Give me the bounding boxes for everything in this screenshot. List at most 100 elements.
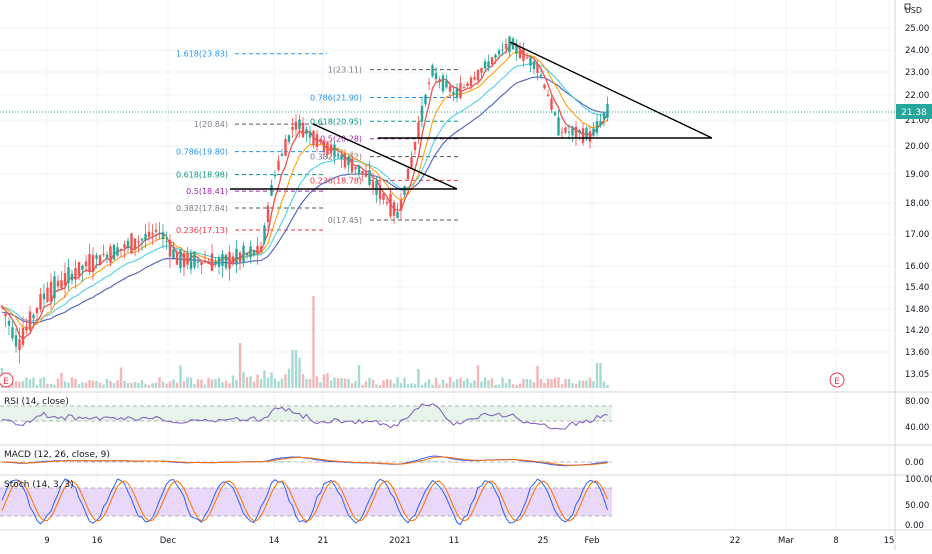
fib-level-label: 0.786(19.80): [176, 148, 228, 157]
volume-bar: [190, 378, 192, 388]
volume-bar: [603, 382, 605, 388]
volume-bar: [43, 377, 45, 388]
candle[interactable]: [491, 57, 493, 65]
volume-bar: [155, 383, 157, 388]
volume-bar: [375, 384, 377, 388]
volume-bar: [141, 380, 143, 388]
volume-bar: [95, 381, 97, 388]
volume-bar: [193, 384, 195, 388]
volume-bar: [225, 381, 227, 388]
volume-bar: [270, 372, 272, 388]
price-tick: 24.00: [905, 46, 929, 56]
volume-bar: [501, 378, 503, 388]
volume-bar: [487, 380, 489, 388]
volume-bar: [204, 385, 206, 388]
volume-bar: [442, 380, 444, 388]
price-tick: 14.20: [905, 326, 929, 336]
candle[interactable]: [193, 251, 195, 269]
svg-text:40.00: 40.00: [905, 423, 929, 433]
volume-bar: [85, 383, 87, 388]
volume-bar: [148, 385, 150, 388]
volume-bar: [102, 385, 104, 388]
stoch-label[interactable]: Stoch (14, 3, 3): [4, 480, 74, 490]
candle[interactable]: [113, 243, 115, 259]
macd-label[interactable]: MACD (12, 26, close, 9): [4, 450, 110, 460]
volume-bar: [543, 383, 545, 388]
volume-bar: [351, 383, 353, 388]
volume-bar: [32, 378, 34, 388]
volume-bar: [214, 379, 216, 388]
time-tick: Dec: [160, 536, 177, 546]
volume-bar: [288, 369, 290, 388]
time-tick: Mar: [778, 536, 795, 546]
volume-bar: [540, 379, 542, 388]
volume-bar: [260, 379, 262, 388]
volume-bar: [445, 383, 447, 388]
volume-bar: [88, 380, 90, 388]
volume-bar: [589, 378, 591, 388]
volume-bar: [512, 384, 514, 388]
volume-bar: [15, 381, 17, 388]
rsi-label[interactable]: RSI (14, close): [4, 397, 69, 407]
fib-level-label: 0.618(18.98): [176, 171, 228, 180]
volume-bar: [599, 363, 601, 388]
price-tick: 13.60: [905, 348, 929, 358]
volume-bar: [477, 365, 479, 388]
volume-bar: [71, 377, 73, 388]
volume-bar: [242, 372, 244, 388]
volume-bar: [554, 378, 556, 388]
last-price-badge: 21.38: [896, 104, 932, 119]
volume-bar: [347, 379, 349, 388]
volume-bar: [515, 385, 517, 388]
fib-level-label: 0.236(17.13): [176, 226, 228, 235]
volume-bar: [424, 382, 426, 388]
candle[interactable]: [130, 233, 132, 255]
candle[interactable]: [442, 73, 444, 94]
macd-axis: 0.00: [905, 458, 924, 468]
volume-bar: [361, 385, 363, 388]
volume-bar: [295, 350, 297, 388]
time-tick: 15: [884, 536, 895, 546]
volume-bar: [120, 368, 122, 388]
volume-bar: [575, 384, 577, 388]
volume-bar: [340, 378, 342, 388]
earnings-marker-right[interactable]: E: [830, 373, 844, 387]
volume-bar: [522, 379, 524, 388]
fib-level-label: 0.382(17.84): [176, 204, 228, 213]
volume-bar: [372, 380, 374, 388]
volume-bar: [246, 377, 248, 388]
volume-bar: [284, 374, 286, 388]
volume-bar: [179, 365, 181, 388]
candle[interactable]: [109, 244, 111, 266]
volume-bar: [176, 383, 178, 388]
volume-bar: [333, 378, 335, 388]
volume-bar: [263, 370, 265, 388]
volume-bar: [494, 385, 496, 388]
candle[interactable]: [431, 63, 433, 77]
volume-bar: [466, 378, 468, 388]
price-tick: 16.00: [905, 262, 929, 272]
volume-bar: [596, 363, 598, 388]
candle[interactable]: [99, 254, 101, 265]
volume-bar: [302, 374, 304, 388]
volume-bar: [316, 376, 318, 388]
volume-bar: [81, 382, 83, 388]
volume-bar: [582, 381, 584, 388]
volume-bar: [568, 379, 570, 388]
volume-bar: [256, 375, 258, 388]
volume-bar: [484, 377, 486, 388]
volume-bar: [571, 383, 573, 388]
volume-bar: [235, 380, 237, 388]
earnings-marker-left[interactable]: E: [0, 373, 13, 387]
fib-level-label: 1(20.84): [194, 120, 228, 129]
volume-bar: [505, 383, 507, 388]
svg-text:100.00: 100.00: [905, 475, 932, 485]
price-axis[interactable]: 25.0024.0023.0022.0021.0020.0019.0018.00…: [905, 24, 929, 380]
volume-bar: [36, 385, 38, 388]
volume-bar: [144, 384, 146, 388]
volume-bar: [519, 384, 521, 388]
candle[interactable]: [263, 223, 265, 245]
candle[interactable]: [407, 168, 409, 179]
volume-bar: [592, 381, 594, 388]
